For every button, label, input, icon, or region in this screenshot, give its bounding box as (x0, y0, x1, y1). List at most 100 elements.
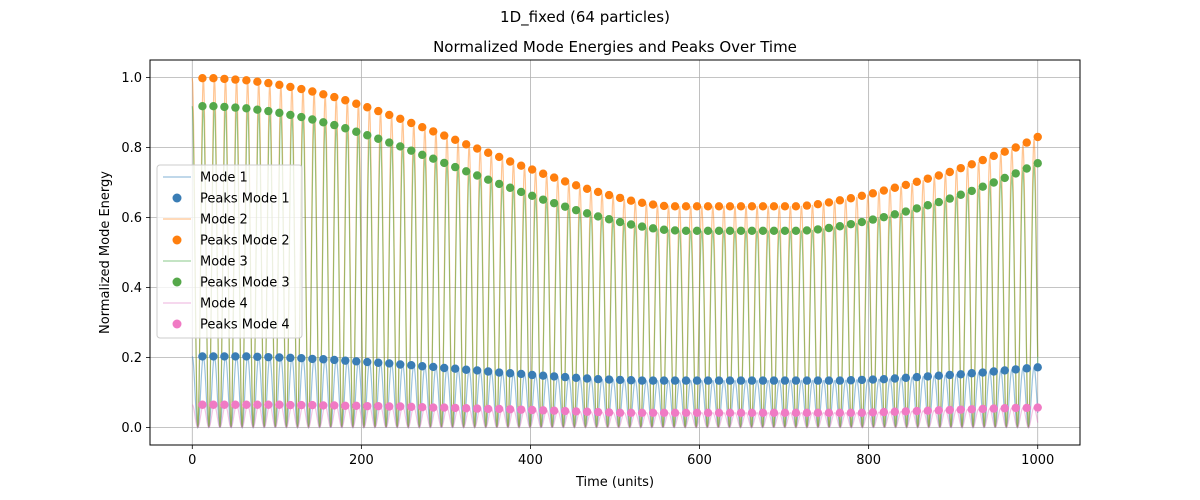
peak-point-mode-2 (978, 155, 987, 165)
peak-point-mode-1 (725, 376, 735, 385)
peak-point-mode-3 (429, 154, 438, 163)
peak-point-mode-3 (802, 226, 812, 235)
peak-point-mode-2 (879, 186, 889, 195)
peak-point-mode-4 (374, 401, 383, 411)
peak-point-mode-3 (758, 226, 768, 235)
peak-point-mode-4 (648, 408, 658, 417)
peak-point-mode-1 (736, 376, 746, 385)
peak-point-mode-4 (901, 407, 911, 416)
peak-point-mode-2 (352, 99, 361, 108)
peak-point-mode-2 (407, 118, 416, 128)
axis-ticks: 0 200 400 600 800 1000 0.0 0.2 0.4 0.6 0.8 1.0 (121, 71, 1054, 468)
peak-point-mode-3 (692, 226, 702, 235)
peak-point-mode-3 (549, 198, 559, 208)
peak-point-mode-1 (1011, 365, 1020, 374)
legend-label-peaks-mode-4: Peaks Mode 4 (200, 318, 290, 333)
peak-point-mode-1 (670, 376, 680, 385)
y-tick-label: 0.6 (121, 211, 142, 226)
peak-point-mode-2 (824, 198, 834, 207)
peak-point-mode-2 (462, 140, 471, 149)
peak-point-mode-2 (890, 183, 900, 192)
peak-point-mode-3 (374, 134, 383, 143)
peak-point-mode-4 (1022, 403, 1031, 413)
peak-point-mode-1 (626, 376, 636, 385)
peak-point-mode-4 (967, 405, 976, 414)
peak-point-mode-3 (846, 219, 856, 229)
peak-point-mode-4 (956, 405, 965, 414)
peak-point-mode-4 (890, 407, 900, 416)
peak-point-mode-4 (275, 400, 284, 409)
legend-label-peaks-mode-2: Peaks Mode 2 (200, 234, 290, 249)
peak-point-mode-4 (538, 406, 548, 415)
peak-point-mode-3 (659, 225, 669, 234)
peak-point-mode-2 (769, 202, 779, 211)
peak-point-mode-4 (286, 400, 295, 410)
peak-point-mode-1 (967, 369, 976, 378)
peak-point-mode-3 (264, 106, 273, 116)
peak-point-mode-1 (813, 376, 823, 385)
peak-point-mode-1 (780, 376, 790, 385)
peak-point-mode-1 (483, 367, 493, 376)
peak-point-mode-4 (758, 408, 768, 417)
peak-point-mode-4 (472, 404, 482, 413)
peak-point-mode-3 (242, 104, 251, 113)
peak-point-mode-4 (253, 400, 262, 409)
peak-point-mode-2 (692, 202, 702, 211)
peak-point-mode-3 (912, 204, 922, 213)
peak-point-mode-3 (363, 131, 372, 140)
peak-point-mode-3 (934, 197, 944, 207)
peak-point-mode-4 (198, 400, 207, 409)
peak-point-mode-3 (275, 108, 284, 118)
peak-point-mode-3 (813, 225, 823, 234)
legend-label-mode-2: Mode 2 (200, 213, 248, 228)
legend-label-peaks-mode-3: Peaks Mode 3 (200, 276, 290, 291)
peak-point-mode-2 (648, 200, 658, 209)
legend-entries: Mode 1 Peaks Mode 1 Mode 2 Peaks Mode 2 Mode… (163, 171, 290, 333)
peak-point-mode-2 (1011, 143, 1020, 152)
peak-point-mode-3 (527, 191, 537, 200)
peak-point-mode-2 (198, 74, 207, 83)
y-axis-label: Normalized Mode Energy (98, 171, 113, 334)
peak-point-mode-3 (494, 179, 504, 189)
peak-point-mode-2 (923, 174, 933, 183)
peak-point-mode-1 (934, 371, 944, 380)
peak-point-mode-2 (538, 169, 548, 178)
peak-point-mode-3 (462, 167, 471, 176)
plot-frame (149, 59, 1081, 446)
peak-point-mode-1 (352, 357, 361, 366)
legend-label-mode-4: Mode 4 (200, 297, 248, 312)
peak-point-mode-4 (868, 408, 878, 417)
peak-point-mode-2 (330, 92, 339, 102)
peak-point-mode-4 (209, 400, 218, 409)
peak-point-mode-1 (758, 376, 768, 385)
peak-point-mode-3 (868, 215, 878, 224)
peak-point-mode-2 (242, 76, 251, 85)
peak-point-mode-2 (857, 191, 867, 200)
peak-point-mode-3 (209, 102, 218, 111)
peak-point-mode-3 (890, 210, 900, 219)
peak-point-mode-3 (451, 162, 460, 172)
peak-point-mode-4 (692, 408, 702, 417)
peak-point-mode-2 (714, 202, 724, 211)
peak-point-mode-4 (264, 400, 273, 409)
peak-point-mode-2 (758, 202, 768, 211)
legend-label-mode-1: Mode 1 (200, 171, 248, 186)
peak-point-mode-2 (989, 151, 998, 161)
peak-point-mode-2 (615, 193, 625, 203)
peak-point-mode-3 (791, 226, 801, 235)
peak-point-mode-4 (1011, 403, 1020, 413)
peak-point-mode-2 (374, 106, 383, 116)
peak-point-mode-4 (802, 408, 812, 417)
peak-point-mode-3 (604, 215, 614, 224)
peak-point-mode-1 (198, 352, 207, 361)
peak-point-mode-2 (253, 77, 262, 86)
x-axis-label: Time (units) (575, 475, 654, 490)
peak-point-mode-1 (714, 376, 724, 385)
peak-point-mode-2 (429, 127, 438, 136)
series-line-mode-2 (191, 78, 1039, 428)
peak-point-mode-2 (264, 78, 273, 88)
peak-point-mode-3 (725, 226, 735, 235)
peak-point-mode-1 (846, 376, 856, 385)
peak-point-mode-4 (220, 400, 229, 409)
peak-point-mode-1 (560, 372, 570, 382)
